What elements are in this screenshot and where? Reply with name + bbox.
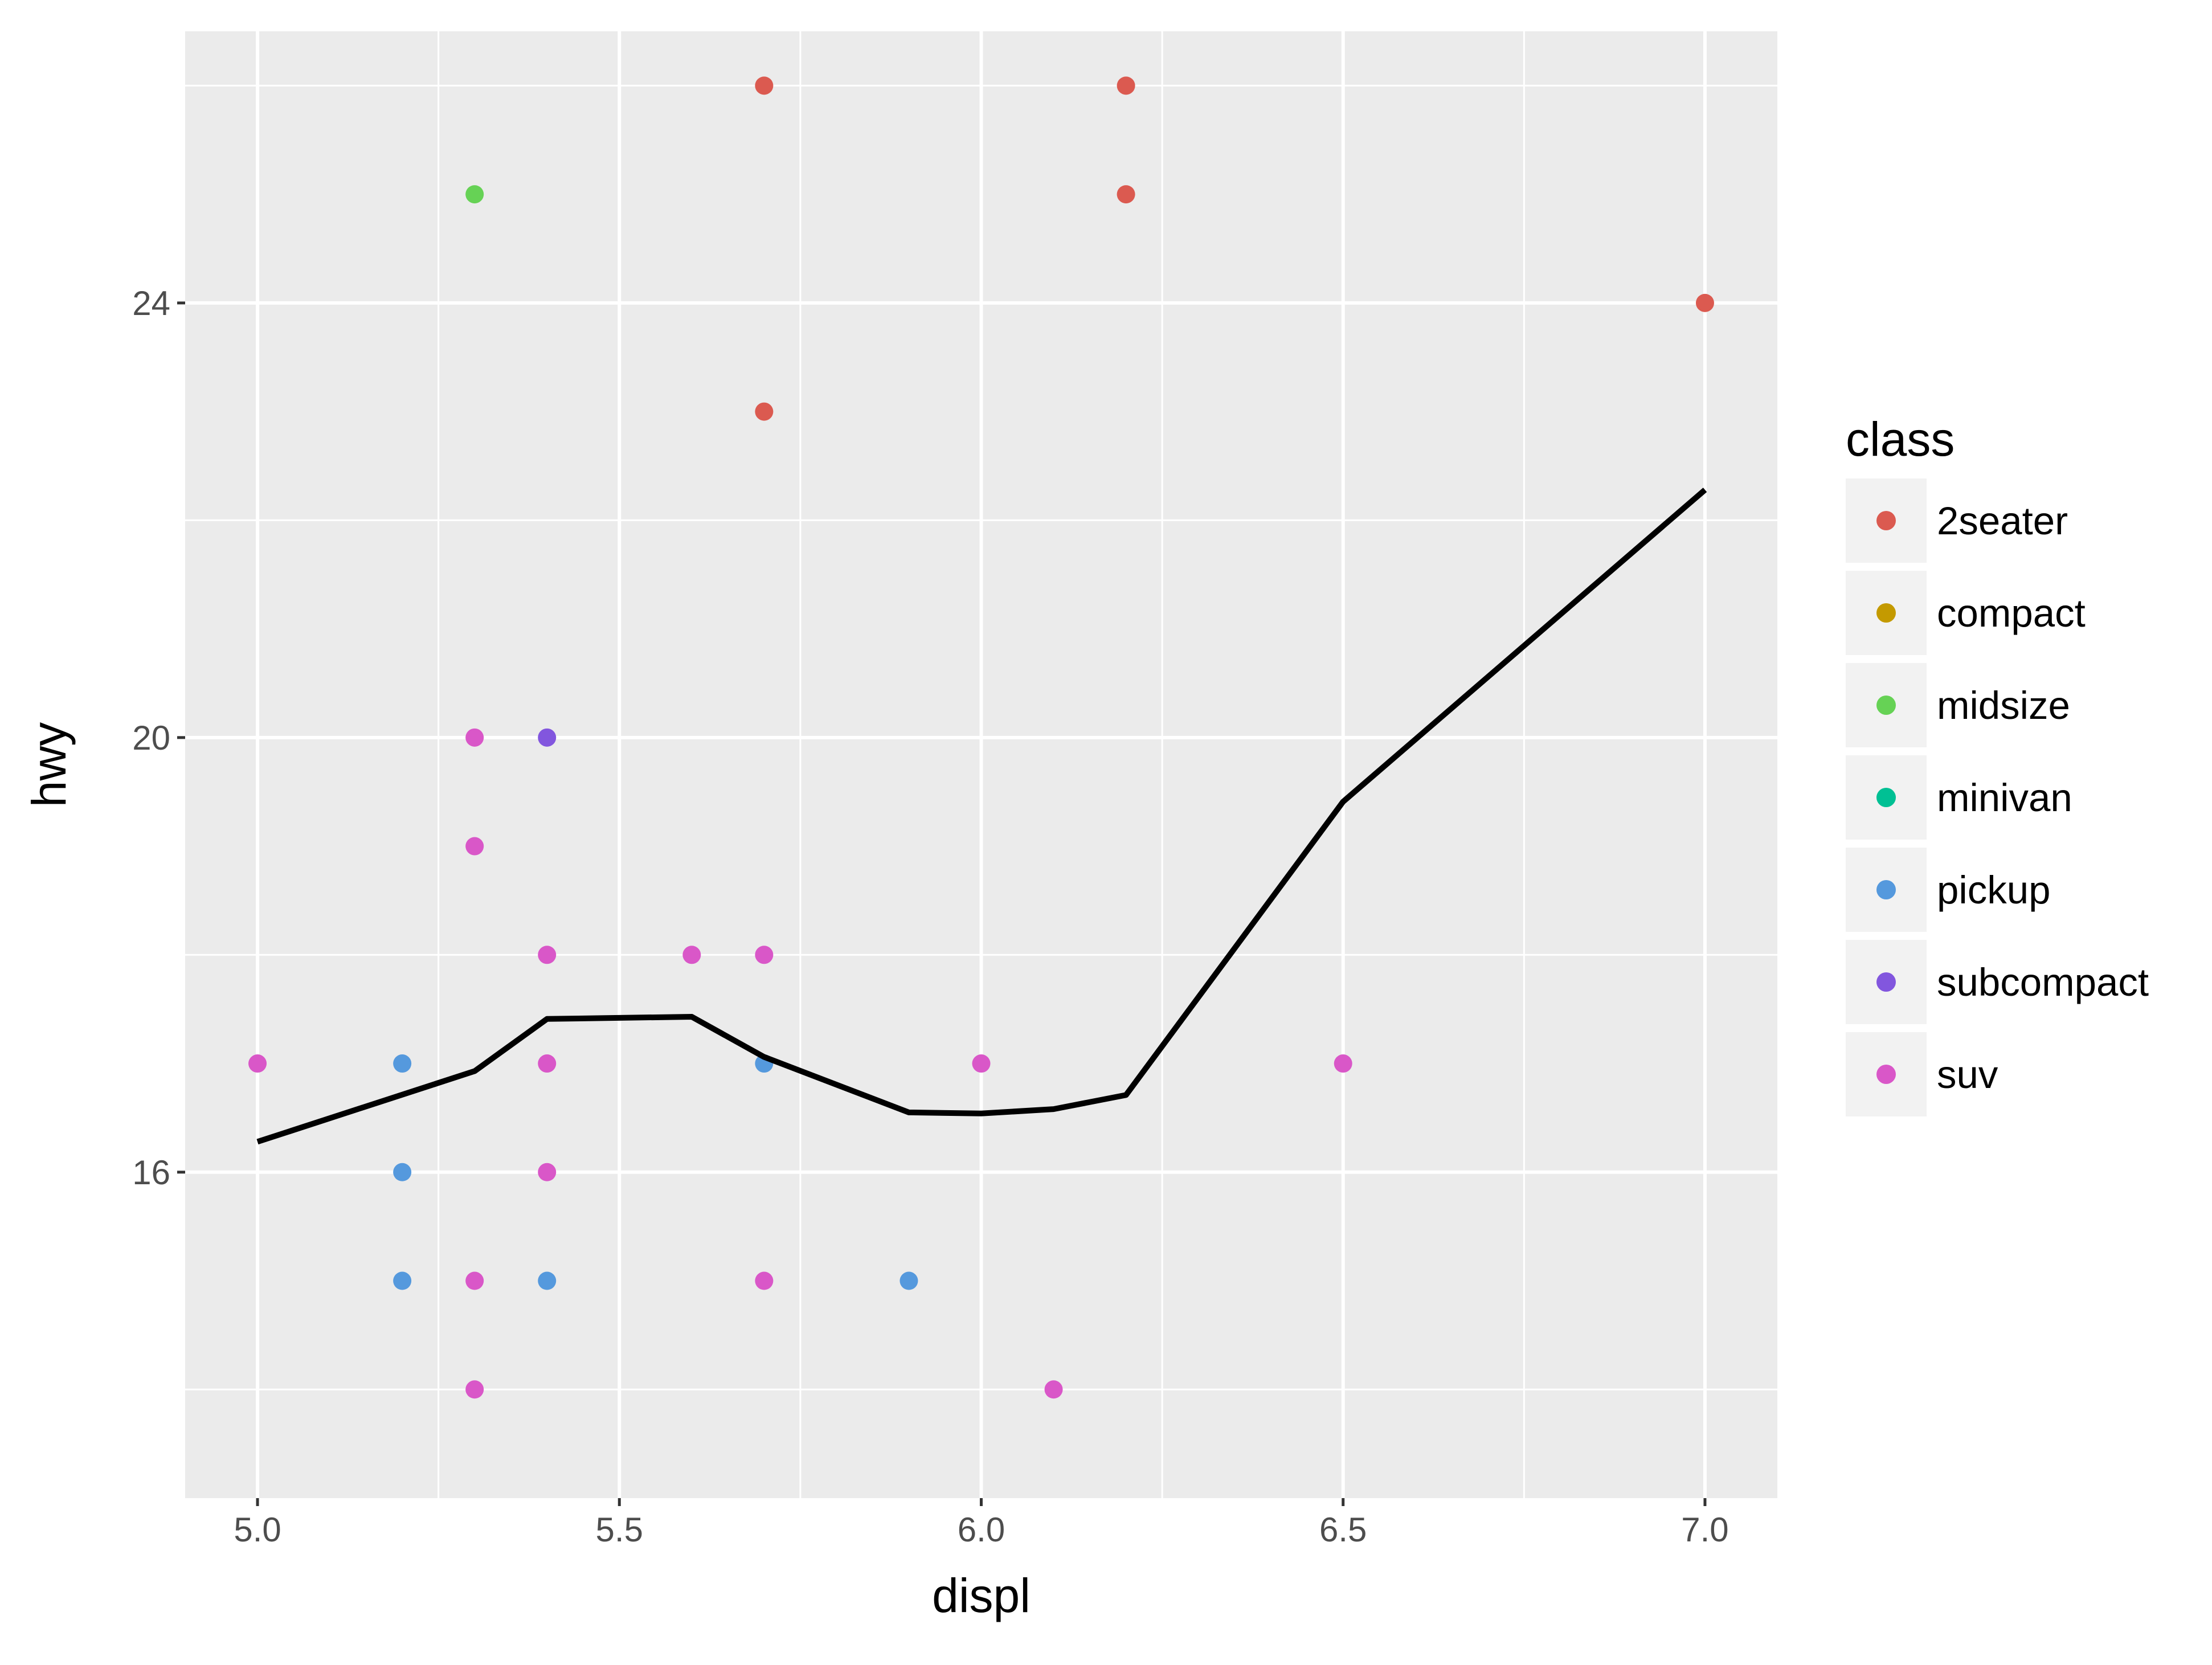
- x-tick-label: 5.5: [596, 1511, 643, 1549]
- legend-label: subcompact: [1937, 960, 2149, 1004]
- data-point-suv: [682, 946, 701, 964]
- data-point-pickup: [393, 1054, 412, 1073]
- smooth-line: [256, 488, 1707, 1145]
- data-point-pickup: [899, 1271, 918, 1290]
- data-point-suv: [538, 1163, 557, 1181]
- legend-label: compact: [1937, 591, 2086, 635]
- data-point-suv: [1044, 1380, 1063, 1399]
- axis-ticks: [177, 301, 1707, 1506]
- y-axis-title: hwy: [22, 722, 76, 807]
- x-tick-label: 6.0: [958, 1511, 1005, 1549]
- data-point-suv: [538, 946, 557, 964]
- legend-label: minivan: [1937, 776, 2072, 820]
- data-point-suv: [755, 946, 774, 964]
- y-tick-label: 24: [132, 284, 170, 322]
- data-point-suv: [248, 1054, 267, 1073]
- data-point-2seater: [755, 76, 774, 95]
- legend-label: suv: [1937, 1053, 1998, 1097]
- data-point-subcompact: [538, 728, 557, 747]
- legend-point-2seater: [1876, 511, 1896, 530]
- legend-title: class: [1846, 412, 1955, 466]
- y-tick-label: 20: [132, 719, 170, 757]
- data-point-suv: [538, 1054, 557, 1073]
- legend-point-suv: [1876, 1065, 1896, 1084]
- data-points: [248, 76, 1714, 1399]
- data-point-pickup: [393, 1271, 412, 1290]
- data-point-suv: [755, 1271, 774, 1290]
- tick-labels: 5.0 5.5 6.0 6.5 7.0 16 20 24: [132, 284, 1728, 1549]
- data-point-suv: [1334, 1054, 1352, 1073]
- y-tick-label: 16: [132, 1153, 170, 1192]
- data-point-suv: [465, 1380, 484, 1399]
- legend-label: midsize: [1937, 684, 2070, 727]
- major-gridlines: [185, 31, 1777, 1498]
- data-point-2seater: [1117, 76, 1135, 95]
- data-point-pickup: [393, 1163, 412, 1181]
- legend-point-pickup: [1876, 880, 1896, 899]
- data-point-suv: [465, 1271, 484, 1290]
- legend: 2seater compact midsize minivan pickup subcom…: [1846, 478, 2149, 1116]
- legend-point-compact: [1876, 603, 1896, 623]
- data-point-2seater: [1695, 293, 1714, 312]
- data-point-suv: [972, 1054, 991, 1073]
- legend-label: 2seater: [1937, 499, 2068, 543]
- legend-point-minivan: [1876, 788, 1896, 807]
- legend-point-subcompact: [1876, 972, 1896, 992]
- data-point-2seater: [755, 402, 774, 421]
- legend-label: pickup: [1937, 868, 2050, 912]
- x-tick-label: 5.0: [234, 1511, 281, 1549]
- data-point-pickup: [538, 1271, 557, 1290]
- data-point-suv: [465, 728, 484, 747]
- data-point-suv: [465, 837, 484, 856]
- x-tick-label: 7.0: [1681, 1511, 1728, 1549]
- x-axis-title: displ: [932, 1569, 1031, 1622]
- x-tick-label: 6.5: [1319, 1511, 1367, 1549]
- legend-point-midsize: [1876, 696, 1896, 715]
- data-point-midsize: [465, 185, 484, 204]
- data-point-2seater: [1117, 185, 1135, 204]
